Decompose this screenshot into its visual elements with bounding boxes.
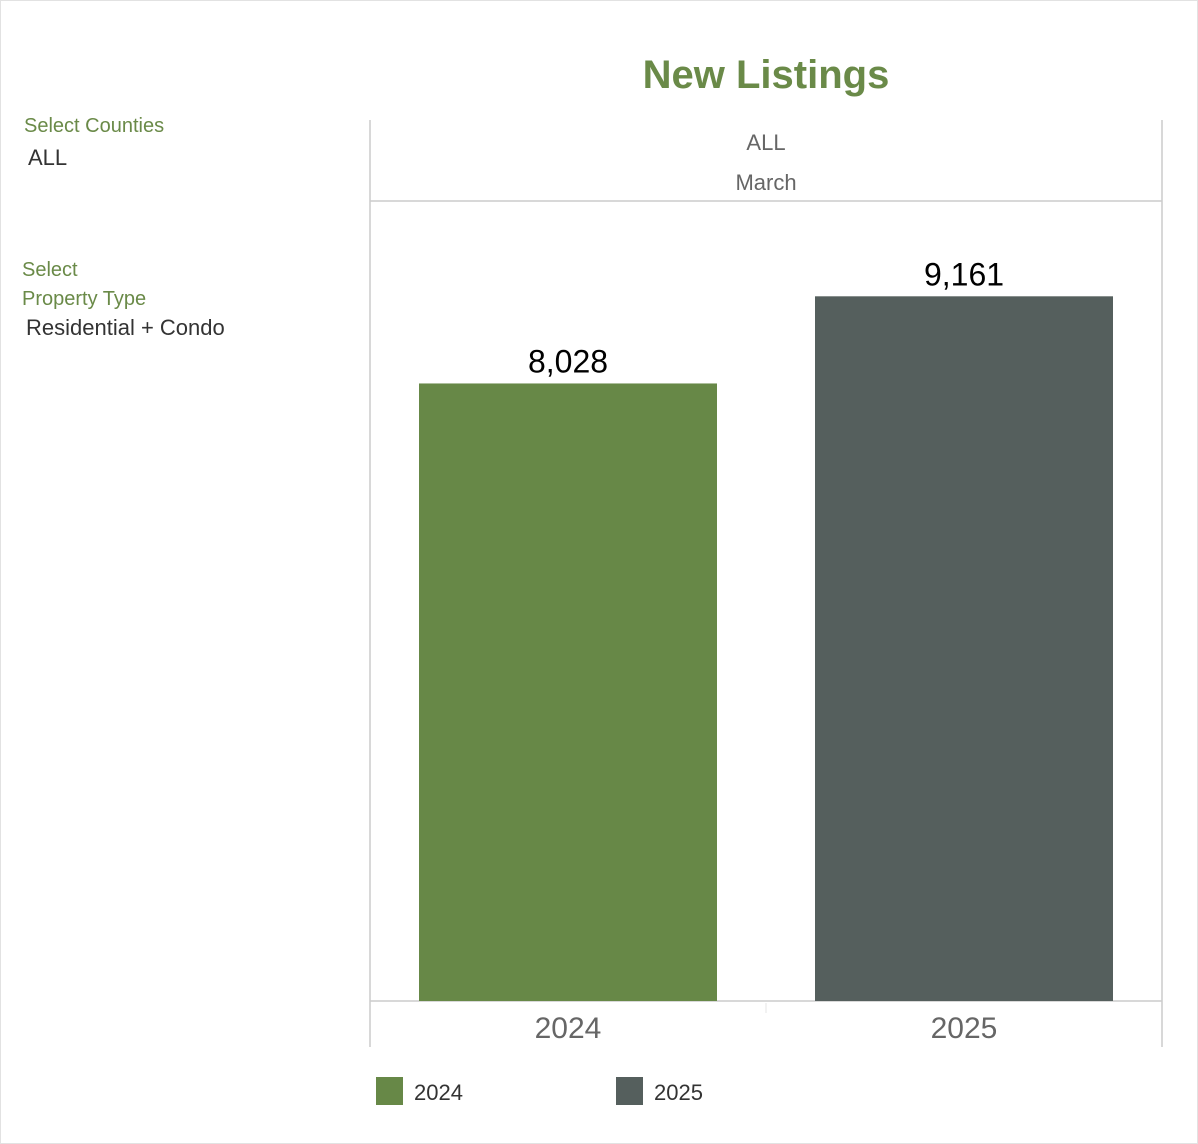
property-type-filter-label-line1: Select xyxy=(22,259,78,281)
chart-title: New Listings xyxy=(642,53,890,97)
legend-swatch-2024 xyxy=(376,1077,403,1105)
counties-filter-value[interactable]: ALL xyxy=(28,145,68,170)
x-tick-label-2025: 2025 xyxy=(931,1012,998,1045)
property-type-filter-value[interactable]: Residential + Condo xyxy=(26,315,225,340)
bars-group: 8,028 2024 9,161 2025 xyxy=(419,256,1113,1045)
legend-label-2024: 2024 xyxy=(414,1080,463,1105)
x-tick-label-2024: 2024 xyxy=(535,1012,602,1045)
property-type-filter-label-line2: Property Type xyxy=(22,288,147,310)
header-county: ALL xyxy=(746,130,785,155)
data-label-2024: 8,028 xyxy=(528,343,608,379)
legend-swatch-2025 xyxy=(616,1077,643,1105)
header-month: March xyxy=(735,170,796,195)
chart-frame xyxy=(369,120,1163,1047)
counties-filter-label: Select Counties xyxy=(24,115,165,137)
legend-label-2025: 2025 xyxy=(654,1080,703,1105)
bar-2025[interactable] xyxy=(815,296,1113,1001)
data-label-2025: 9,161 xyxy=(924,256,1004,292)
bar-2024[interactable] xyxy=(419,383,717,1001)
